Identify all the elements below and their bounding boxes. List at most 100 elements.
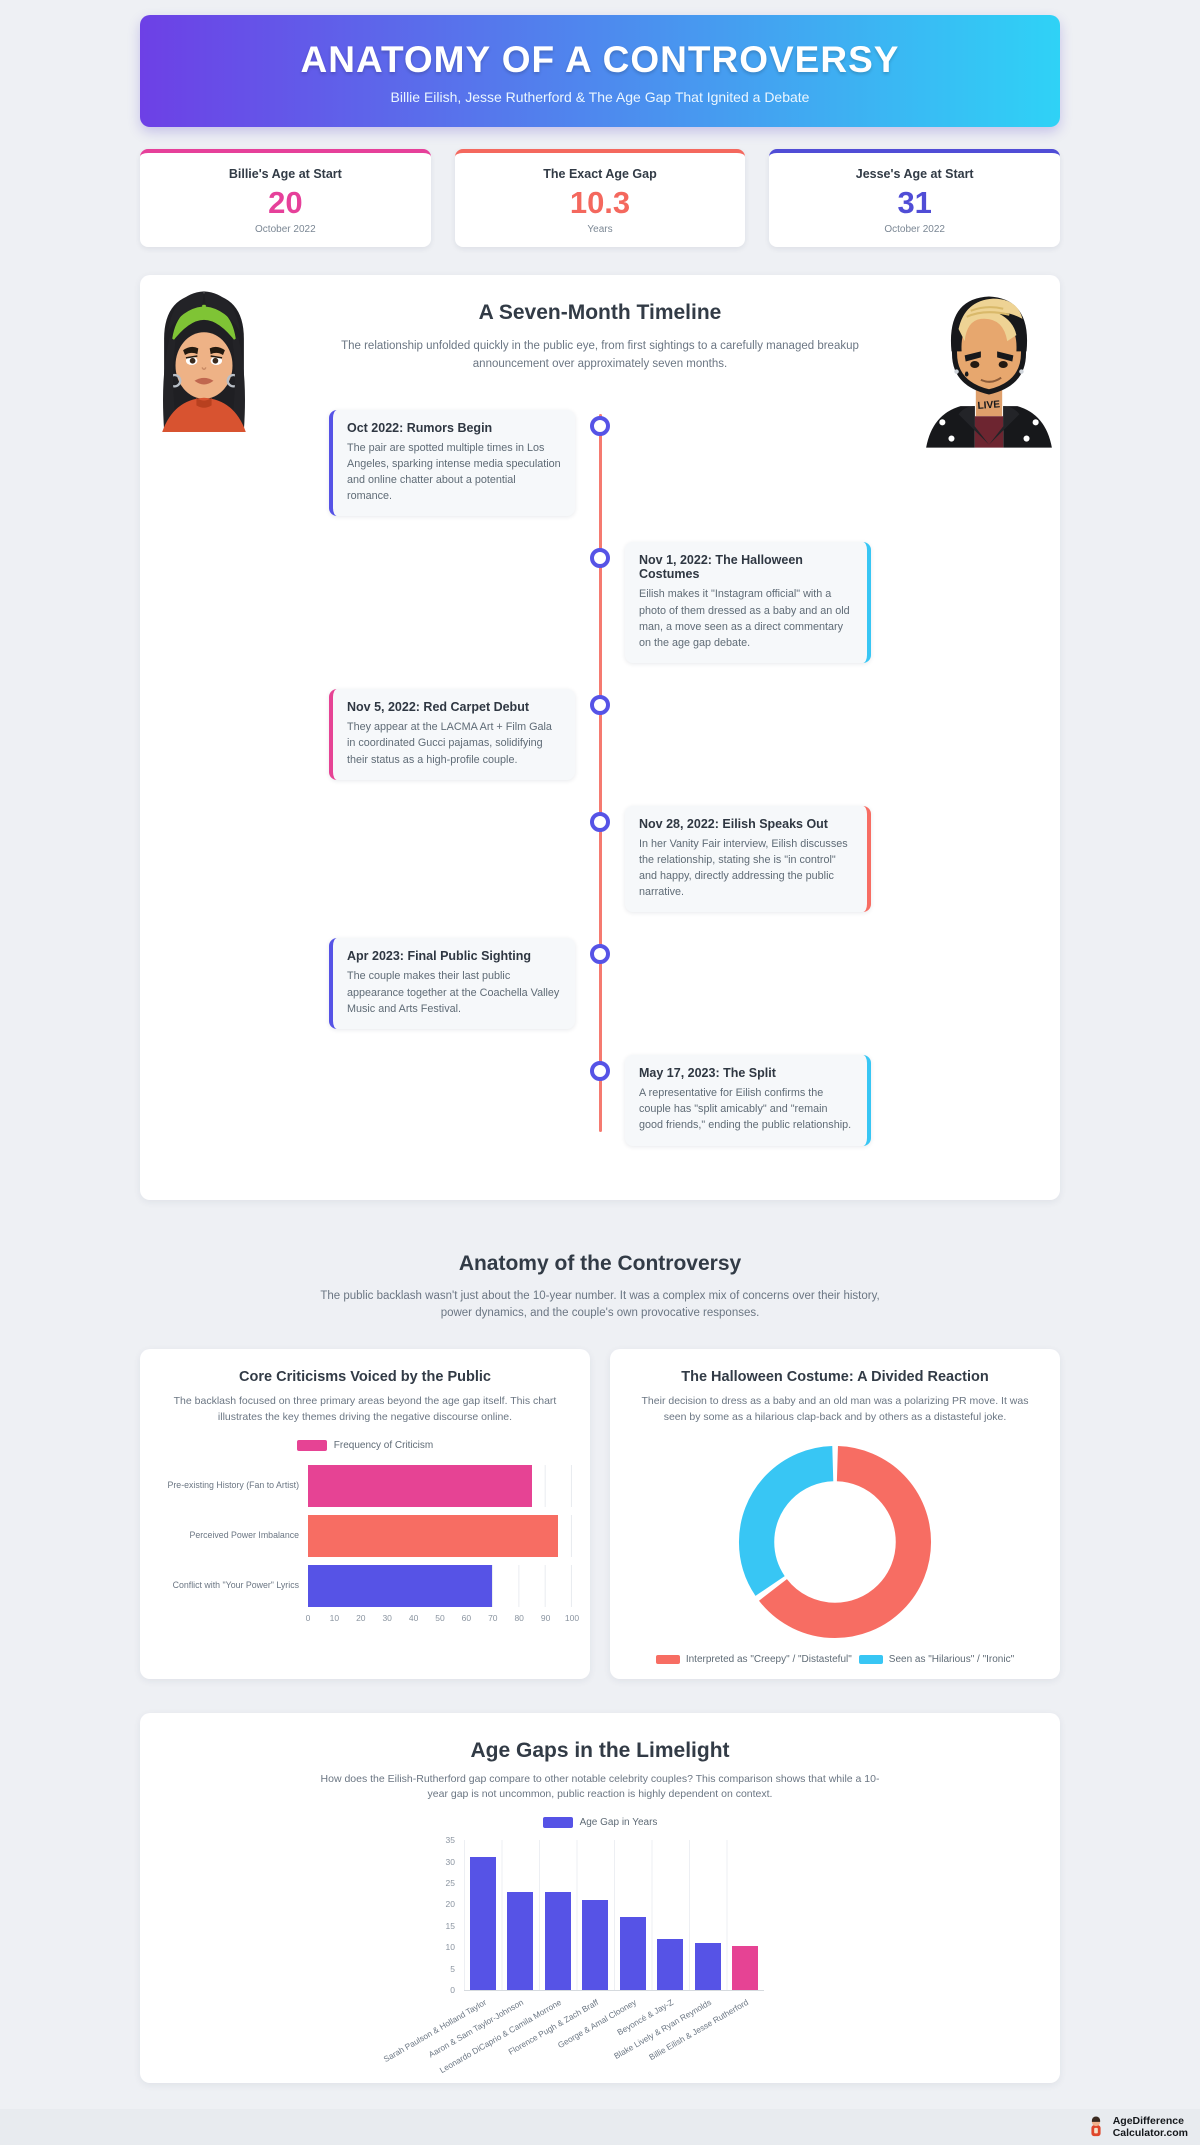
- legend-label: Interpreted as "Creepy" / "Distasteful": [685, 1653, 852, 1665]
- brand-line-1: AgeDifference: [1112, 2115, 1184, 2128]
- x-tick-label: 10: [329, 1612, 340, 1623]
- stat-card-billie-age: Billie's Age at Start 20 October 2022: [140, 149, 431, 247]
- stat-value: 31: [897, 185, 932, 220]
- timeline-description: The relationship unfolded quickly in the…: [341, 340, 859, 370]
- timeline-event-title: Apr 2023: Final Public Sighting: [347, 949, 532, 964]
- stat-label: Billie's Age at Start: [228, 167, 342, 181]
- timeline-dot: [590, 811, 610, 832]
- legend-item: Interpreted as "Creepy" / "Distasteful": [655, 1653, 852, 1665]
- agegap-bar: [469, 1857, 496, 1991]
- timeline-dot: [590, 548, 610, 569]
- timeline-event: Oct 2022: Rumors Begin The pair are spot…: [329, 409, 610, 517]
- x-tick-label: 70: [488, 1612, 498, 1623]
- legend-swatch: [296, 1439, 327, 1451]
- criticism-bar: [308, 1564, 493, 1607]
- brand-logo-icon: [1091, 2116, 1101, 2137]
- stat-card-jesse-age: Jesse's Age at Start 31 October 2022: [769, 149, 1061, 247]
- x-tick-label: 40: [408, 1612, 419, 1623]
- criticisms-chart-card: Core Criticisms Voiced by the Public The…: [140, 1349, 590, 1679]
- timeline-event-title: Nov 1, 2022: The Halloween Costumes: [639, 553, 803, 582]
- x-tick-label: 90: [540, 1612, 551, 1623]
- infographic-page: ANATOMY OF A CONTROVERSY Billie Eilish, …: [140, 15, 1061, 2084]
- y-tick-label: 5: [450, 1963, 455, 1974]
- criticism-track: [308, 1564, 572, 1607]
- criticisms-chart-description: The backlash focused on three primary ar…: [173, 1395, 557, 1423]
- agegap-title: Age Gaps in the Limelight: [470, 1738, 730, 1762]
- x-tick-label: 20: [356, 1612, 366, 1623]
- controversy-title: Anatomy of the Controversy: [458, 1251, 742, 1275]
- legend-swatch: [542, 1817, 573, 1829]
- timeline-event-text: The pair are spotted multiple times in L…: [347, 441, 561, 503]
- agegap-plot: [464, 1840, 764, 1992]
- timeline-event-card: May 17, 2023: The Split A representative…: [625, 1055, 871, 1146]
- timeline-event-title: May 17, 2023: The Split: [639, 1066, 776, 1080]
- legend-label: Frequency of Criticism: [333, 1439, 434, 1451]
- legend-label: Seen as "Hilarious" / "Ironic": [888, 1653, 1015, 1665]
- criticism-label: Perceived Power Imbalance: [189, 1529, 299, 1540]
- criticism-track: [308, 1514, 572, 1557]
- criticism-row: Perceived Power Imbalance: [158, 1511, 572, 1561]
- timeline-event-text: They appear at the LACMA Art + Film Gala…: [347, 721, 552, 766]
- timeline-dot: [590, 695, 610, 716]
- stats-row: Billie's Age at Start 20 October 2022 Th…: [140, 149, 1061, 247]
- y-tick-label: 10: [445, 1942, 455, 1953]
- timeline-event-title: Nov 5, 2022: Red Carpet Debut: [347, 700, 529, 715]
- agegap-bar: [732, 1946, 759, 1991]
- stat-label: The Exact Age Gap: [543, 167, 657, 181]
- header-banner: ANATOMY OF A CONTROVERSY Billie Eilish, …: [140, 15, 1060, 127]
- timeline-event-title: Nov 28, 2022: Eilish Speaks Out: [639, 816, 828, 831]
- controversy-description: The public backlash wasn't just about th…: [320, 1289, 880, 1320]
- donut-legend: Interpreted as "Creepy" / "Distasteful" …: [628, 1654, 1042, 1665]
- footer-bar: AgeDifference Calculator.com: [0, 2109, 1200, 2145]
- page-subtitle: Billie Eilish, Jesse Rutherford & The Ag…: [390, 89, 810, 105]
- page-title: ANATOMY OF A CONTROVERSY: [300, 39, 900, 80]
- criticisms-chart-title: Core Criticisms Voiced by the Public: [239, 1369, 491, 1386]
- y-tick-label: 0: [450, 1985, 455, 1996]
- x-tick-label: 100: [564, 1612, 580, 1623]
- criticism-row: Conflict with "Your Power" Lyrics: [158, 1561, 572, 1611]
- timeline-event: May 17, 2023: The Split A representative…: [590, 1055, 871, 1146]
- timeline-event-text: Eilish makes it "Instagram official" wit…: [639, 588, 850, 649]
- timeline-event-card: Nov 5, 2022: Red Carpet Debut They appea…: [329, 689, 575, 780]
- criticisms-legend: Frequency of Criticism: [158, 1439, 572, 1451]
- timeline-event-title: Oct 2022: Rumors Begin: [347, 420, 493, 435]
- agegap-section: Age Gaps in the Limelight How does the E…: [140, 1712, 1060, 2084]
- timeline-section: LIVE A Seven-Month Timeline The relation…: [140, 275, 1060, 1200]
- legend-item: Seen as "Hilarious" / "Ironic": [858, 1653, 1015, 1665]
- agegap-legend: Age Gap in Years: [160, 1817, 1040, 1829]
- legend-swatch: [858, 1654, 883, 1664]
- criticism-bar: [308, 1514, 558, 1557]
- timeline-event: Nov 28, 2022: Eilish Speaks Out In her V…: [590, 805, 871, 913]
- brand-line-2: Calculator.com: [1112, 2127, 1188, 2140]
- timeline-title: A Seven-Month Timeline: [478, 301, 722, 324]
- jesse-avatar-image: LIVE: [926, 296, 1052, 448]
- y-tick-label: 30: [445, 1856, 455, 1867]
- timeline-event-card: Nov 1, 2022: The Halloween Costumes Eili…: [625, 542, 871, 664]
- agegap-bar: [657, 1938, 684, 1991]
- timeline-event-text: A representative for Eilish confirms the…: [639, 1087, 852, 1132]
- stat-caption: October 2022: [884, 224, 945, 235]
- stat-value: 20: [268, 185, 303, 220]
- timeline: Oct 2022: Rumors Begin The pair are spot…: [140, 409, 1060, 1146]
- donut-slice: [738, 1445, 932, 1638]
- legend-label: Age Gap in Years: [579, 1817, 658, 1829]
- halloween-chart-title: The Halloween Costume: A Divided Reactio…: [681, 1369, 989, 1386]
- criticism-label: Conflict with "Your Power" Lyrics: [172, 1579, 299, 1590]
- x-tick-label: 60: [461, 1612, 472, 1623]
- criticism-label: Pre-existing History (Fan to Artist): [167, 1479, 300, 1490]
- timeline-dot: [590, 1061, 610, 1081]
- stat-caption: October 2022: [255, 224, 316, 235]
- timeline-event: Apr 2023: Final Public Sighting The coup…: [329, 938, 610, 1029]
- agegap-x-labels: Sarah Paulson & Holland Taylor Aaron & Sa…: [381, 1991, 764, 2075]
- donut-slice: [738, 1445, 932, 1638]
- halloween-chart-description: Their decision to dress as a baby and an…: [641, 1395, 1029, 1423]
- y-tick-label: 35: [445, 1835, 455, 1846]
- timeline-event-text: In her Vanity Fair interview, Eilish dis…: [639, 837, 848, 899]
- x-tick-label: 80: [514, 1612, 524, 1623]
- x-tick-label: 0: [305, 1612, 311, 1623]
- x-tick-label: 30: [382, 1612, 392, 1623]
- svg-text:LIVE: LIVE: [977, 399, 1000, 412]
- agegap-bar: [507, 1891, 534, 1991]
- brand-text: AgeDifference Calculator.com: [1113, 2115, 1188, 2139]
- stat-value: 10.3: [569, 185, 631, 220]
